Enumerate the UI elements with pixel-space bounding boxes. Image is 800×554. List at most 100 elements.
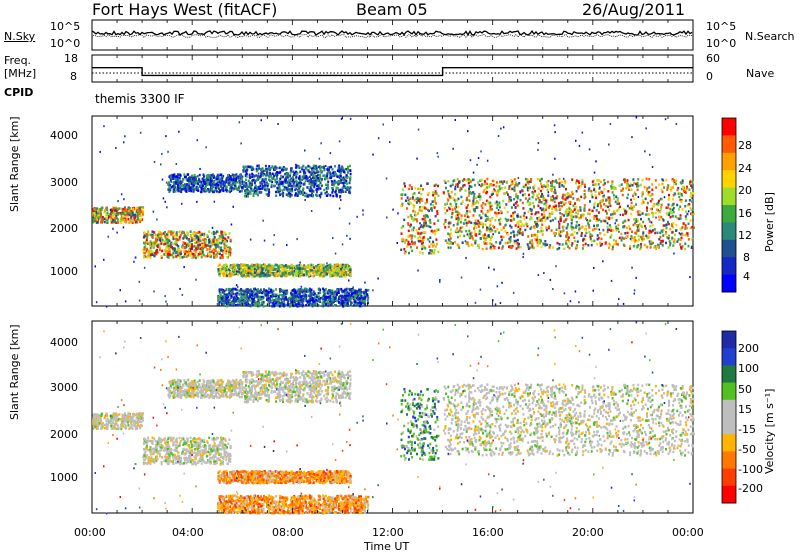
power-cell (181, 184, 184, 188)
power-cell (243, 184, 246, 187)
power-cell (465, 221, 468, 225)
power-cell (294, 192, 297, 195)
power-cell (269, 294, 272, 298)
power-cell (305, 290, 308, 293)
power-cell (431, 191, 434, 194)
power-cell (230, 189, 233, 193)
power-cell (522, 207, 525, 210)
power-cell (424, 216, 427, 219)
power-cell (240, 291, 243, 295)
power-cell (341, 189, 344, 192)
power-cell (324, 288, 327, 291)
power-cbar-tick-28: 28 (738, 139, 752, 152)
power-cell (420, 198, 423, 201)
power-cell (267, 189, 270, 193)
power-cell (203, 232, 206, 236)
power-cell (304, 171, 307, 174)
power-cell (346, 291, 349, 294)
power-cell (245, 178, 247, 182)
power-cell (129, 209, 132, 213)
power-cell (510, 183, 513, 187)
power-cell (171, 176, 174, 180)
power-cell (170, 245, 173, 249)
power-cell (201, 242, 204, 246)
power-cell (188, 182, 191, 185)
power-cell (473, 209, 476, 213)
power-cell (112, 212, 115, 215)
power-cell (197, 253, 200, 256)
power-cell (251, 298, 253, 301)
power-cell (433, 196, 436, 200)
power-cell (539, 189, 542, 193)
power-cell (356, 298, 359, 301)
power-cell (410, 223, 412, 227)
power-cell (319, 181, 322, 184)
power-cell (338, 189, 340, 192)
power-cell (232, 174, 235, 177)
power-cell (447, 199, 450, 202)
power-cell (219, 190, 222, 193)
power-cell (657, 203, 660, 207)
power-cell (267, 293, 270, 297)
power-cell (327, 170, 330, 174)
power-cell (143, 235, 146, 239)
power-cell (312, 299, 315, 303)
power-cell (206, 181, 209, 185)
power-cell (217, 264, 220, 268)
power-cell (508, 198, 511, 201)
power-cell (349, 186, 352, 189)
power-cbar-tick-12: 12 (738, 229, 752, 242)
power-cell (170, 242, 173, 245)
power-cell (304, 194, 307, 198)
power-cell (408, 187, 411, 191)
power-cell (206, 235, 209, 238)
power-cell (340, 190, 343, 194)
power-cell (225, 267, 228, 270)
power-cell (217, 184, 220, 187)
power-cell (484, 238, 487, 242)
power-cell (208, 238, 210, 241)
power-cell (448, 234, 451, 238)
power-cell (240, 186, 243, 189)
power-cell (329, 292, 332, 295)
power-cell (246, 293, 248, 296)
station-title: Fort Hays West (fitACF) (92, 0, 278, 19)
power-cell (329, 172, 332, 176)
power-cell (314, 183, 317, 186)
power-cell (262, 305, 265, 308)
power-cell (429, 221, 432, 224)
power-cell (198, 173, 201, 177)
power-cell (299, 295, 302, 298)
power-cell (606, 225, 609, 229)
power-cell (311, 189, 314, 192)
power-cell (610, 229, 613, 232)
power-cell (418, 235, 421, 238)
power-cell (327, 193, 330, 196)
power-cell (322, 267, 325, 270)
power-cell (420, 242, 423, 246)
power-cell (225, 188, 228, 192)
power-cell (662, 228, 665, 232)
power-cell (204, 180, 207, 184)
power-cell (212, 252, 215, 255)
power-cell (279, 271, 282, 274)
power-cell (147, 254, 150, 258)
power-cell (207, 178, 209, 182)
power-cell (246, 187, 249, 190)
power-cell (336, 187, 339, 190)
power-cell (275, 288, 278, 291)
power-cell (251, 275, 254, 278)
power-cell (346, 304, 349, 307)
power-cell (678, 195, 681, 199)
power-cell (210, 189, 213, 192)
power-cell (669, 207, 672, 211)
power-cell (254, 179, 257, 183)
power-cell (611, 229, 614, 232)
power-cell (470, 234, 473, 238)
power-cell (137, 213, 140, 216)
power-cell (323, 168, 326, 172)
power-cell (356, 292, 359, 295)
power-cell (216, 178, 219, 181)
power-cell (239, 267, 242, 270)
power-cell (243, 269, 246, 272)
